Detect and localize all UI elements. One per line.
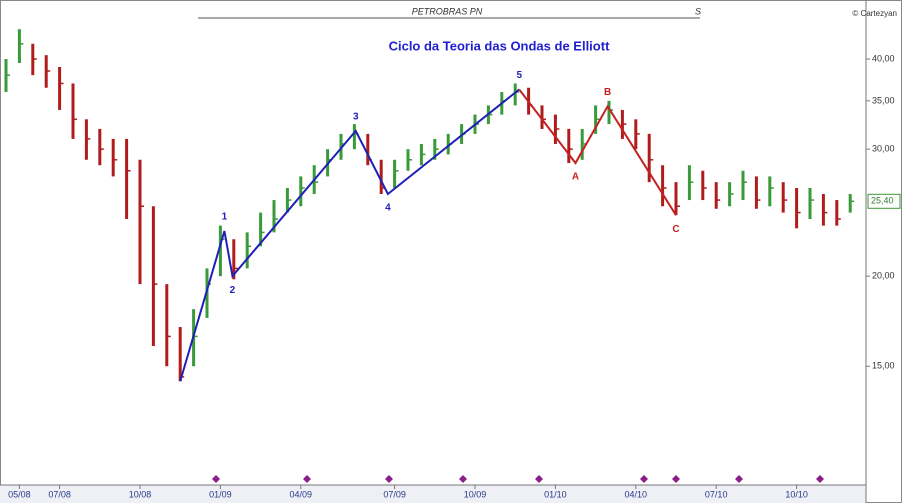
y-tick-label: 15,00 <box>872 361 895 371</box>
wave-label: A <box>572 172 579 183</box>
x-tick-label: 05/08 <box>8 489 31 499</box>
credit: © Cartezyan <box>852 9 897 18</box>
x-tick-label: 10/09 <box>464 489 487 499</box>
x-tick-label: 10/08 <box>129 489 152 499</box>
wave-label: 3 <box>353 112 359 123</box>
x-tick-label: 01/09 <box>209 489 232 499</box>
x-tick-label: 07/08 <box>48 489 71 499</box>
x-tick-label: 01/10 <box>544 489 567 499</box>
wave-label: B <box>604 87 611 98</box>
event-markers <box>212 475 824 483</box>
period: S <box>695 6 701 16</box>
x-tick-label: 10/10 <box>785 489 808 499</box>
last-price-box <box>867 193 901 209</box>
wave-label: 2 <box>230 285 236 296</box>
x-tick-label: 07/09 <box>383 489 406 499</box>
wave-line <box>518 88 677 216</box>
wave-label: 5 <box>516 70 522 81</box>
wave-label: C <box>672 224 679 235</box>
ticker: PETROBRAS PN <box>412 6 483 16</box>
wave-line <box>179 88 520 382</box>
wave-label: 4 <box>385 203 391 214</box>
y-tick-label: 20,00 <box>872 271 895 281</box>
x-tick-label: 07/10 <box>705 489 728 499</box>
y-tick-label: 40,00 <box>872 53 895 63</box>
y-tick-label: 35,00 <box>872 95 895 105</box>
x-axis-strip <box>0 485 866 503</box>
x-tick-label: 04/09 <box>290 489 313 499</box>
wave-label: 1 <box>222 212 228 223</box>
last-price-label: 25,40 <box>871 196 894 206</box>
chart-title: Ciclo da Teoria das Ondas de Elliott <box>389 38 610 53</box>
y-tick-label: 30,00 <box>872 144 895 154</box>
x-tick-label: 04/10 <box>625 489 648 499</box>
